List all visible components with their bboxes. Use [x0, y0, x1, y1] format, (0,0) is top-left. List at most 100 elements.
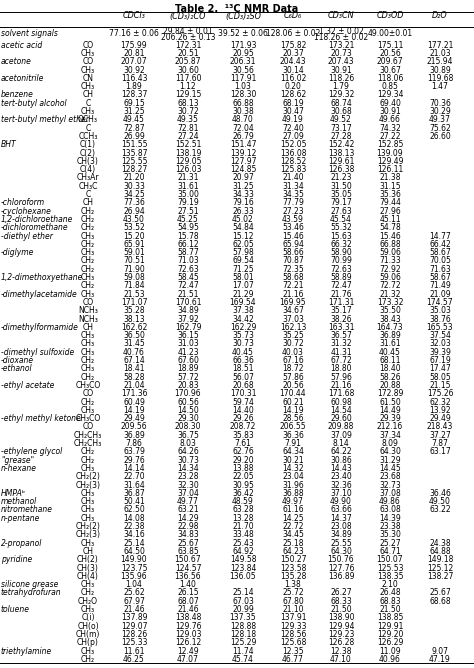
Text: 128.18: 128.18 [230, 630, 256, 639]
Text: 129.94: 129.94 [328, 622, 354, 631]
Text: 126.12: 126.12 [175, 638, 201, 647]
Text: CH(m): CH(m) [76, 630, 100, 639]
Text: 60.21: 60.21 [282, 397, 304, 407]
Text: 1,2-dimethoxyethane: 1,2-dimethoxyethane [1, 273, 83, 282]
Text: 20.88: 20.88 [379, 381, 401, 390]
Text: 135.87: 135.87 [121, 148, 147, 158]
Text: CO: CO [82, 422, 93, 432]
Text: CH₃CO: CH₃CO [75, 381, 100, 390]
Text: 64.26: 64.26 [177, 448, 199, 456]
Text: 34.83: 34.83 [177, 530, 199, 539]
Text: 28.56: 28.56 [282, 414, 304, 423]
Text: 22.05: 22.05 [232, 472, 254, 481]
Text: 63.08: 63.08 [379, 506, 401, 514]
Text: -diethyl ether: -diethyl ether [1, 232, 53, 240]
Text: 21.46: 21.46 [177, 605, 199, 614]
Text: 34.45: 34.45 [282, 530, 304, 539]
Text: 129.23: 129.23 [328, 630, 354, 639]
Text: 38.43: 38.43 [379, 315, 401, 323]
Text: 35.17: 35.17 [330, 306, 352, 315]
Text: 14.25: 14.25 [282, 514, 304, 523]
Text: 58.45: 58.45 [177, 273, 199, 282]
Text: 46.77: 46.77 [282, 655, 304, 664]
Text: 72.92: 72.92 [379, 265, 401, 274]
Text: 31.25: 31.25 [123, 107, 145, 116]
Text: C(2): C(2) [80, 148, 96, 158]
Text: CH₃CO: CH₃CO [75, 414, 100, 423]
Text: 175.26: 175.26 [427, 389, 453, 398]
Text: 125.33: 125.33 [121, 638, 147, 647]
Text: 125.55: 125.55 [121, 157, 147, 166]
Text: 151.47: 151.47 [230, 140, 256, 149]
Text: 63.66: 63.66 [330, 506, 352, 514]
Text: 58.66: 58.66 [282, 248, 304, 257]
Text: -dimethylformamide: -dimethylformamide [1, 323, 79, 332]
Text: 71.03: 71.03 [177, 257, 199, 265]
Text: 21.29: 21.29 [232, 290, 254, 299]
Text: 14.49: 14.49 [379, 406, 401, 415]
Text: 45.25: 45.25 [177, 215, 199, 224]
Text: 125.29: 125.29 [230, 638, 256, 647]
Text: 136.89: 136.89 [328, 572, 354, 581]
Text: CH₂: CH₂ [81, 589, 95, 597]
Text: 0.85: 0.85 [382, 82, 399, 91]
Text: 124.85: 124.85 [230, 165, 256, 174]
Text: CH₃: CH₃ [81, 464, 95, 473]
Text: 26.79: 26.79 [232, 132, 254, 141]
Text: 128.27: 128.27 [121, 165, 147, 174]
Text: 119.68: 119.68 [427, 74, 453, 83]
Text: 117.91: 117.91 [230, 74, 256, 83]
Text: methanol: methanol [1, 497, 37, 506]
Text: CH₃: CH₃ [81, 49, 95, 58]
Text: nitromethane: nitromethane [1, 506, 53, 514]
Text: 59.74: 59.74 [232, 397, 254, 407]
Text: C(i): C(i) [81, 613, 95, 623]
Text: 25.67: 25.67 [177, 538, 199, 548]
Text: CH₃: CH₃ [81, 82, 95, 91]
Text: 37.03: 37.03 [282, 315, 304, 323]
Text: 23.40: 23.40 [330, 472, 352, 481]
Text: 12.38: 12.38 [330, 647, 352, 655]
Text: 64.23: 64.23 [282, 547, 304, 556]
Text: 62.50: 62.50 [123, 506, 145, 514]
Text: CN: CN [82, 74, 93, 83]
Text: 125.53: 125.53 [377, 564, 403, 572]
Text: 215.94: 215.94 [427, 57, 453, 66]
Text: 66.88: 66.88 [379, 240, 401, 249]
Text: 129.33: 129.33 [280, 622, 306, 631]
Text: 58.05: 58.05 [429, 373, 451, 381]
Text: 68.83: 68.83 [379, 597, 401, 606]
Text: 30.67: 30.67 [379, 65, 401, 75]
Text: CH₂: CH₂ [81, 265, 95, 274]
Text: CH₂: CH₂ [81, 373, 95, 381]
Text: 29.60: 29.60 [330, 414, 352, 423]
Text: 36.15: 36.15 [177, 331, 199, 340]
Text: 208.30: 208.30 [175, 422, 201, 432]
Text: 66.32: 66.32 [330, 240, 352, 249]
Text: n-pentane: n-pentane [1, 514, 40, 523]
Text: 162.13: 162.13 [280, 323, 306, 332]
Text: tetrahydrofuran: tetrahydrofuran [1, 589, 62, 597]
Text: 58.67: 58.67 [429, 273, 451, 282]
Text: CH₃: CH₃ [81, 406, 95, 415]
Text: 12.35: 12.35 [282, 647, 304, 655]
Text: 175.99: 175.99 [121, 41, 147, 49]
Text: 118.26: 118.26 [328, 74, 354, 83]
Text: 61.50: 61.50 [379, 397, 401, 407]
Text: 29.30: 29.30 [177, 414, 199, 423]
Text: 77.16 ± 0.06: 77.16 ± 0.06 [109, 29, 159, 39]
Text: 21.40: 21.40 [282, 174, 304, 182]
Text: 7.86: 7.86 [126, 439, 143, 448]
Text: 37.04: 37.04 [177, 489, 199, 498]
Text: 79.44: 79.44 [379, 198, 401, 207]
Text: 126.11: 126.11 [377, 165, 403, 174]
Text: 18.80: 18.80 [330, 364, 352, 373]
Text: 18.89: 18.89 [177, 364, 199, 373]
Text: 63.85: 63.85 [177, 547, 199, 556]
Text: 20.56: 20.56 [379, 49, 401, 58]
Text: HMPAᵇ: HMPAᵇ [1, 489, 26, 498]
Text: 14.19: 14.19 [123, 406, 145, 415]
Text: CH₃: CH₃ [81, 605, 95, 614]
Text: 32.30: 32.30 [177, 480, 199, 490]
Text: 149.58: 149.58 [230, 555, 256, 564]
